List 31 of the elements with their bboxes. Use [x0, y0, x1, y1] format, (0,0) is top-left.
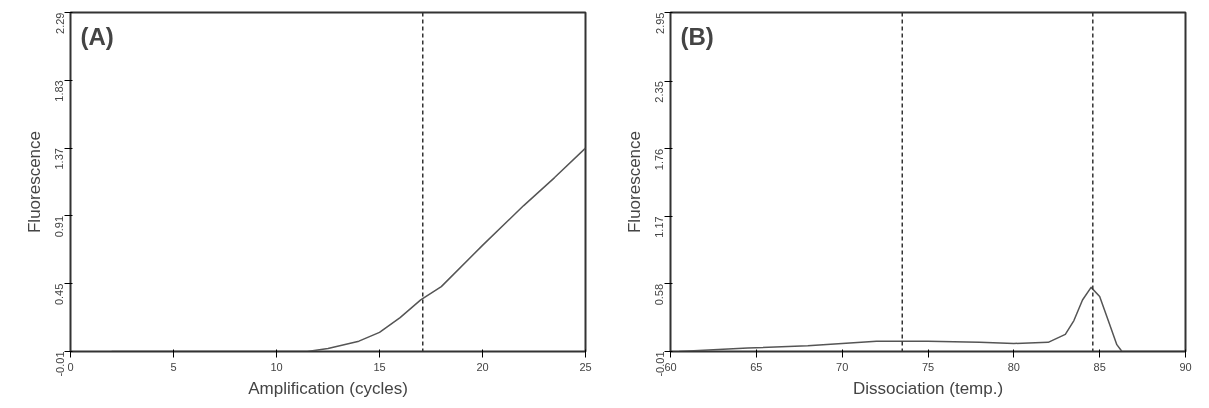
- x-tick-label: 75: [921, 360, 935, 373]
- x-tick-label: 20: [476, 360, 489, 373]
- x-tick-label: 65: [750, 360, 763, 373]
- x-tick-label: 80: [1007, 360, 1020, 373]
- x-tick-label: 60: [664, 360, 677, 373]
- y-tick-label: 1.17: [653, 216, 666, 238]
- annotation: (B): [680, 22, 714, 50]
- y-tick-label: 2.29: [53, 12, 66, 34]
- y-tick-label: -0.01: [653, 351, 666, 377]
- x-tick-label: 0: [67, 360, 74, 373]
- y-tick-label: 0.45: [53, 283, 66, 306]
- x-tick-label: 70: [836, 360, 849, 373]
- x-tick-label: 5: [170, 360, 177, 373]
- y-tick-label: -0.01: [53, 351, 66, 377]
- y-tick-label: 1.83: [53, 80, 66, 102]
- y-axis-title: Fluorescence: [624, 130, 644, 234]
- y-tick-label: 0.58: [653, 283, 666, 306]
- y-tick-label: 0.91: [53, 215, 66, 238]
- x-tick-label: 90: [1179, 360, 1192, 373]
- x-axis-title: Amplification (cycles): [248, 378, 408, 398]
- annotation: (A): [80, 22, 114, 50]
- y-axis-title: Fluorescence: [24, 130, 44, 234]
- y-tick-label: 1.37: [53, 148, 66, 170]
- x-axis-title: Dissociation (temp.): [852, 378, 1004, 398]
- x-tick-label: 25: [579, 360, 592, 373]
- y-tick-label: 2.35: [653, 81, 666, 103]
- x-tick-label: 15: [373, 360, 386, 373]
- y-tick-label: 1.76: [653, 148, 666, 171]
- y-tick-label: 2.95: [653, 12, 666, 34]
- x-tick-label: 85: [1093, 360, 1106, 373]
- x-tick-label: 10: [270, 360, 283, 373]
